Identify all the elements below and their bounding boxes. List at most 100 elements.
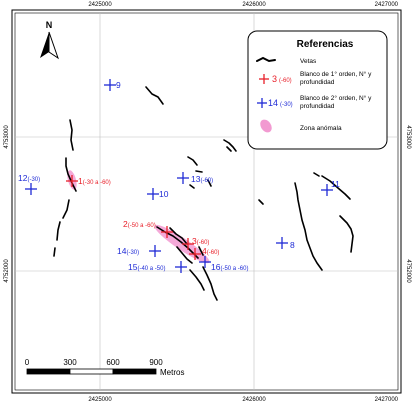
vein xyxy=(176,246,193,264)
vein xyxy=(53,247,56,257)
target-cross-icon xyxy=(177,172,189,184)
target-cross-icon xyxy=(175,261,187,273)
target-11: 11 xyxy=(321,179,340,196)
legend-title: Referencias xyxy=(297,39,354,50)
target-depth: (-50 a -60) xyxy=(220,266,248,272)
target-depth: (-50 a -60) xyxy=(128,223,156,229)
vein xyxy=(202,266,218,301)
legend: Referencias Vetas 3 (-60) Blanco de 1° o… xyxy=(247,30,388,150)
target-number: 1 xyxy=(78,176,83,186)
vein xyxy=(187,156,198,166)
scale-tick-600: 600 xyxy=(106,358,120,367)
target-number: 3 xyxy=(192,236,197,246)
target-number: 12 xyxy=(18,173,28,183)
vein xyxy=(294,182,323,271)
vein xyxy=(65,157,77,192)
legend-second-order-number: 14 xyxy=(268,98,278,108)
target-cross-icon xyxy=(149,245,161,257)
target-number: 2 xyxy=(123,219,128,229)
target-13: 13(-60) xyxy=(177,172,213,184)
target-12: 12(-30) xyxy=(18,173,40,195)
vein xyxy=(207,179,212,187)
vein xyxy=(62,199,70,219)
target-label: 8 xyxy=(290,240,295,250)
vein xyxy=(195,170,203,173)
target-1: 1(-30 a -60) xyxy=(66,175,111,187)
legend-second-order-depth: (-30) xyxy=(280,102,293,108)
target-2: 2(-50 a -60) xyxy=(123,219,173,238)
target-9: 9 xyxy=(104,79,121,91)
target-cross-icon xyxy=(199,256,211,268)
target-label: 9 xyxy=(116,80,121,90)
grid-top-label-1: 2425000 xyxy=(88,2,112,8)
target-number: 16 xyxy=(211,262,221,272)
grid-bottom-label-2: 2426000 xyxy=(242,397,266,403)
scale-bar: 0 300 600 900 Metros xyxy=(25,358,185,377)
north-label: N xyxy=(46,20,53,30)
target-cross-icon xyxy=(25,183,37,195)
scale-tick-900: 900 xyxy=(149,358,163,367)
target-label: 14(-30) xyxy=(117,246,139,256)
target-label: 12(-30) xyxy=(18,173,40,183)
target-4: 4(-60) xyxy=(189,246,219,260)
vein xyxy=(321,175,351,200)
legend-item-second-order: Blanco de 2° orden, N° y profundidad xyxy=(300,95,372,110)
legend-first-order-number: 3 xyxy=(272,74,277,84)
target-depth: (-30 a -60) xyxy=(83,180,111,186)
vein xyxy=(145,86,164,105)
target-label: 3(-60) xyxy=(192,236,209,246)
target-cross-icon xyxy=(104,79,116,91)
vein xyxy=(198,246,204,256)
grid-left-label-2: 4752000 xyxy=(4,259,10,283)
legend-item-anomaly: Zona anómala xyxy=(300,125,342,132)
target-15: 15(-40 a -50) xyxy=(128,261,187,273)
vein xyxy=(258,199,264,205)
target-label: 1(-30 a -60) xyxy=(78,176,111,186)
target-label: 15(-40 a -50) xyxy=(128,262,165,272)
target-cross-icon xyxy=(161,226,173,238)
legend-second-order-cross-icon xyxy=(257,98,267,108)
target-depth: (-60) xyxy=(200,178,213,184)
target-number: 11 xyxy=(331,179,340,189)
north-arrow-left-icon xyxy=(40,32,49,58)
target-number: 14 xyxy=(117,246,127,256)
legend-box xyxy=(247,30,388,150)
target-label: 16(-50 a -60) xyxy=(211,262,248,272)
vein xyxy=(189,269,205,291)
target-number: 10 xyxy=(159,189,169,199)
map-frame-inner xyxy=(14,12,399,391)
target-number: 8 xyxy=(290,240,295,250)
scale-segment-2 xyxy=(69,368,114,375)
legend-vein-symbol xyxy=(256,56,276,63)
legend-second-order-label-wrap: Blanco de 2° orden, N° y profundidad xyxy=(300,95,372,110)
grid-bottom-label-3: 2427000 xyxy=(375,397,399,403)
target-number: 4 xyxy=(202,246,207,256)
scale-segment-3 xyxy=(112,368,157,375)
target-14: 14(-30) xyxy=(117,245,161,257)
grid-left-label-1: 4753000 xyxy=(4,125,10,149)
target-8: 8 xyxy=(276,237,295,250)
grid-top-label-3: 2427000 xyxy=(375,2,399,8)
scale-tick-0: 0 xyxy=(25,358,30,367)
target-depth: (-40 a -50) xyxy=(137,266,165,272)
legend-first-order-cross-icon xyxy=(259,74,269,84)
vein xyxy=(226,146,232,152)
legend-anomaly-symbol xyxy=(260,119,272,133)
vein xyxy=(69,119,74,151)
vein xyxy=(223,139,237,152)
veins xyxy=(53,86,354,301)
scale-segment-1 xyxy=(26,368,71,375)
target-cross-icon xyxy=(147,188,159,200)
legend-first-order-label-wrap: Blanco de 1° orden, N° y profundidad xyxy=(300,71,372,86)
vein xyxy=(169,227,188,245)
target-label: 13(-60) xyxy=(191,174,213,184)
target-label: 4(-60) xyxy=(202,246,219,256)
north-arrow-right-icon xyxy=(48,31,59,60)
target-cross-icon xyxy=(276,237,288,249)
target-cross-icon xyxy=(321,184,333,196)
legend-first-order-depth: (-60) xyxy=(279,78,292,84)
legend-item-first-order: Blanco de 1° orden, N° y profundidad xyxy=(300,71,372,86)
target-depth: (-30) xyxy=(126,250,139,256)
